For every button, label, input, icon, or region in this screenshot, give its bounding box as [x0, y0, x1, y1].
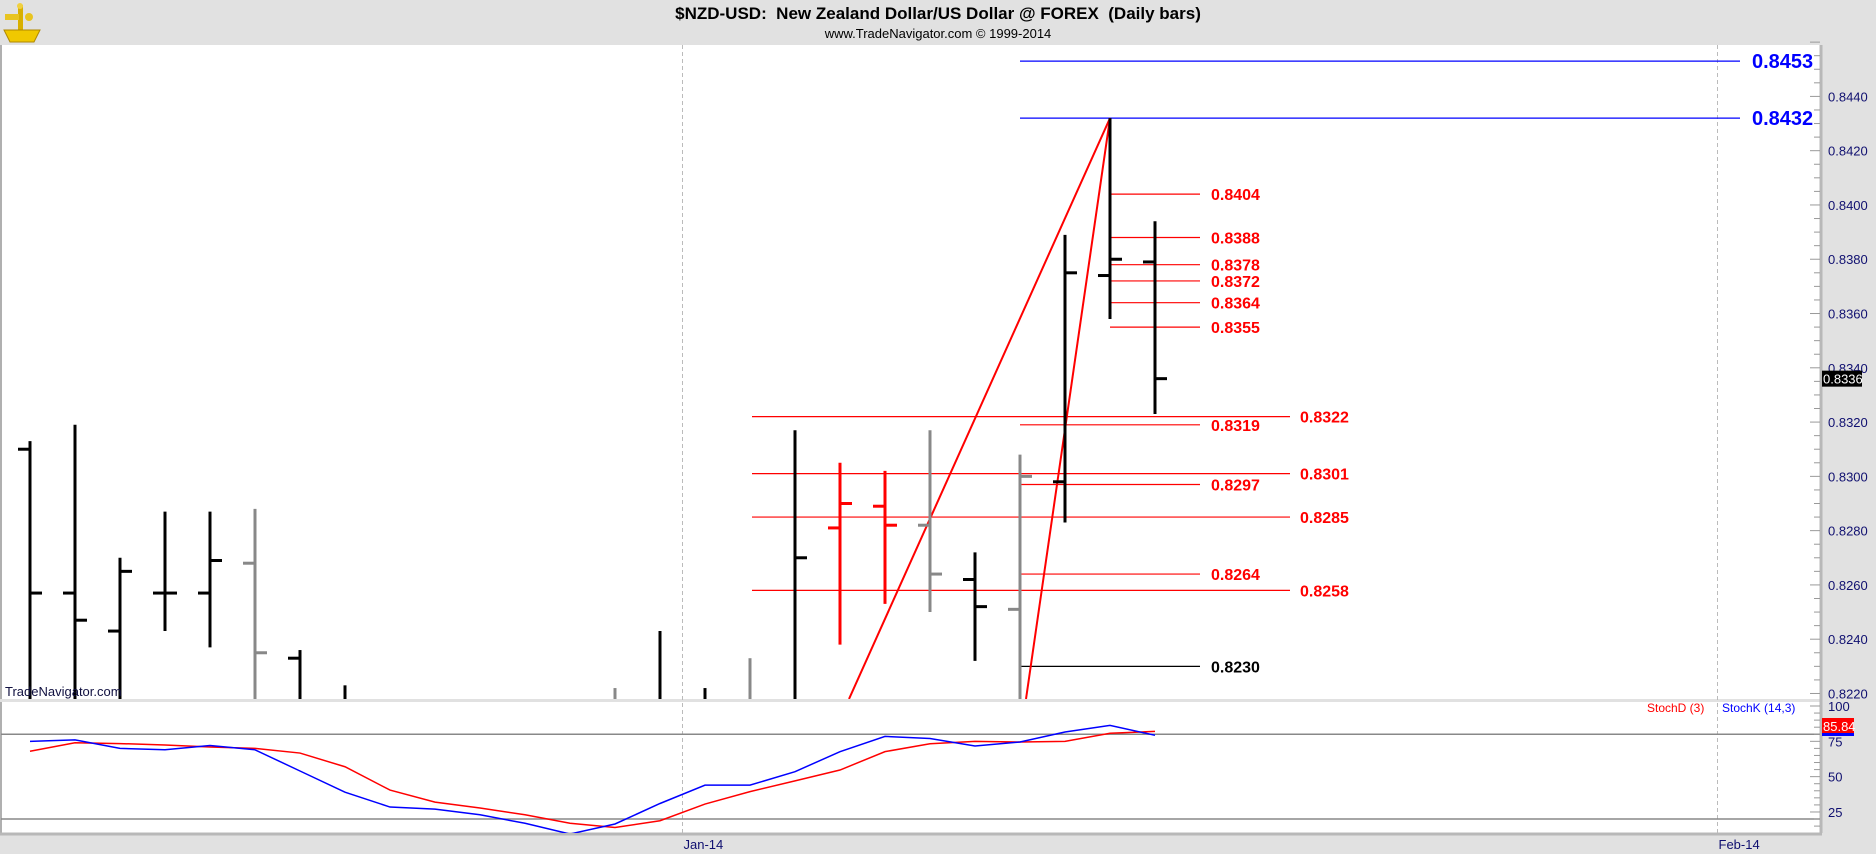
stoch-tick-label: 50 [1828, 770, 1842, 785]
level-label: 0.8264 [1211, 567, 1260, 584]
ohlc-bar[interactable] [873, 470, 897, 604]
date-gridlines [682, 45, 1718, 833]
price-plot [18, 60, 1740, 700]
level-label: 0.8404 [1211, 187, 1260, 204]
ohlc-bar[interactable] [153, 511, 177, 632]
x-tick-label: Feb-14 [1719, 837, 1760, 852]
ohlc-bar[interactable] [108, 557, 132, 700]
stoch-series-line [29, 730, 1156, 829]
chart-title: $NZD-USD: New Zealand Dollar/US Dollar @… [675, 4, 1201, 23]
ohlc-bar[interactable] [1053, 234, 1077, 523]
trend-line[interactable] [848, 117, 1111, 699]
ohlc-bar[interactable] [18, 441, 42, 700]
price-axis[interactable] [1820, 45, 1876, 833]
level-label: 0.8301 [1300, 467, 1349, 484]
watermark: TradeNavigator.com [5, 684, 122, 699]
ohlc-bar[interactable] [793, 430, 807, 700]
price-tick-label: 0.8380 [1828, 252, 1868, 267]
stoch-tick-label: 25 [1828, 805, 1842, 820]
price-tick-label: 0.8280 [1828, 524, 1868, 539]
sextant-logo-icon [3, 3, 41, 43]
price-tick-label: 0.8260 [1828, 578, 1868, 593]
level-label: 0.8388 [1211, 231, 1260, 248]
ohlc-bar[interactable] [918, 430, 942, 613]
stochastic-plot [1, 724, 1820, 833]
ohlc-bar[interactable] [288, 650, 302, 700]
price-tick-label: 0.8240 [1828, 632, 1868, 647]
stoch-series-line [29, 724, 1156, 833]
level-label: 0.8432 [1752, 108, 1813, 130]
ohlc-bar[interactable] [1143, 221, 1167, 414]
stoch-last-marker [1822, 718, 1854, 733]
level-label: 0.8322 [1300, 410, 1349, 427]
level-label: 0.8372 [1211, 274, 1260, 291]
last-price-marker [1822, 370, 1862, 387]
price-tick-label: 0.8400 [1828, 198, 1868, 213]
level-label: 0.8355 [1211, 320, 1260, 337]
x-tick-label: Jan-14 [684, 837, 724, 852]
chart-subtitle: www.TradeNavigator.com © 1999-2014 [824, 26, 1052, 41]
price-tick-label: 0.8420 [1828, 144, 1868, 159]
level-label: 0.8285 [1300, 510, 1349, 527]
ohlc-bar[interactable] [243, 508, 267, 700]
ohlc-bar[interactable] [63, 424, 87, 700]
legend-stochk: StochK (14,3) [1722, 701, 1795, 715]
stoch-last-label: 85.84 [1823, 719, 1856, 734]
level-label: 0.8319 [1211, 418, 1260, 435]
level-label: 0.8258 [1300, 583, 1349, 600]
level-label: 0.8297 [1211, 478, 1260, 495]
stochk-last-marker [1822, 733, 1854, 736]
stoch-tick-label: 100 [1828, 699, 1850, 714]
price-tick-label: 0.8300 [1828, 469, 1868, 484]
price-tick-label: 0.8220 [1828, 686, 1868, 701]
price-tick-label: 0.8440 [1828, 89, 1868, 104]
trend-line[interactable] [1025, 117, 1111, 699]
price-panel[interactable] [1, 45, 1820, 699]
stoch-tick-label: 75 [1828, 734, 1842, 749]
legend-stochd: StochD (3) [1647, 701, 1704, 715]
level-label: 0.8364 [1211, 296, 1260, 313]
level-label: 0.8453 [1752, 51, 1813, 73]
ohlc-bar[interactable] [1008, 454, 1032, 700]
ohlc-bar[interactable] [963, 552, 987, 661]
price-tick-label: 0.8320 [1828, 415, 1868, 430]
level-label: 0.8378 [1211, 258, 1260, 275]
ohlc-bar[interactable] [1098, 118, 1122, 319]
price-tick-label: 0.8360 [1828, 307, 1868, 322]
ohlc-bar[interactable] [828, 462, 852, 645]
stochastic-panel[interactable] [1, 702, 1820, 833]
ohlc-bar[interactable] [198, 511, 222, 648]
axes: Jan-14 Feb-14 0.8453 0.8432 0.8404 0.8388 0.83… [684, 41, 1868, 852]
last-price-label: 0.8336 [1823, 372, 1863, 387]
level-label: 0.8230 [1211, 659, 1260, 676]
